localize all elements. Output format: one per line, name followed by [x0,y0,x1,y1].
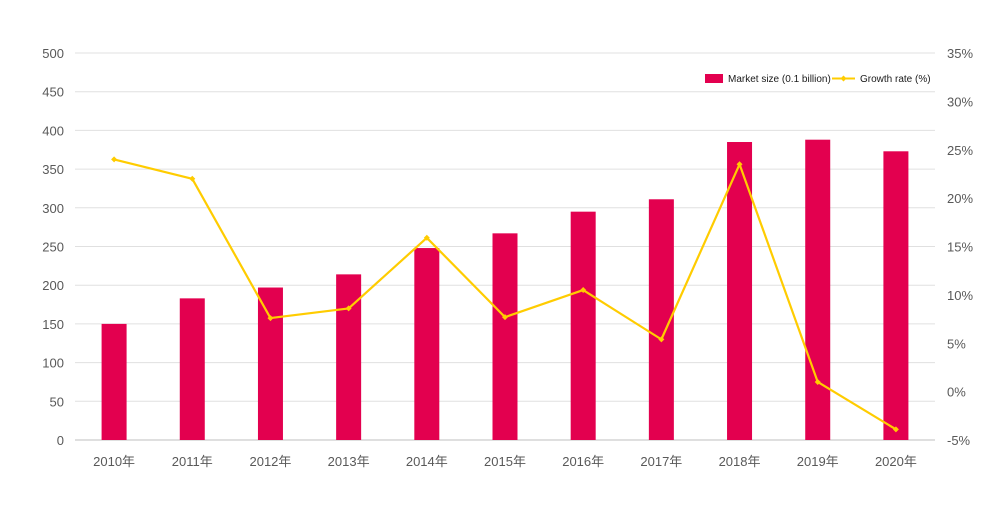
growth-point [111,156,118,163]
left-axis-tick-label: 400 [42,123,64,138]
right-axis-tick-label: 5% [947,336,966,351]
left-axis-tick-label: 350 [42,162,64,177]
right-axis-tick-label: 10% [947,288,973,303]
left-axis-tick-label: 300 [42,201,64,216]
bar [257,287,283,440]
legend-swatch-market-size [705,74,723,83]
bar [883,151,909,440]
right-axis-tick-label: 35% [947,46,973,61]
growth-point [814,378,821,385]
x-axis-tick-label: 2015年 [484,454,526,469]
right-axis-tick-label: -5% [947,433,971,448]
growth-point [658,336,665,343]
growth-point [892,426,899,433]
left-axis-tick-label: 0 [57,433,64,448]
left-axis: 0 50 100 150 200 250 300 350 400 450 500 [42,46,64,448]
x-axis-tick-label: 2016年 [562,454,604,469]
growth-line-series [111,156,899,433]
x-axis-tick-label: 2018年 [719,454,761,469]
bar [727,142,753,440]
legend-label-growth-rate: Growth rate (%) [860,74,931,85]
growth-point [345,305,352,312]
left-axis-tick-label: 100 [42,356,64,371]
bar [570,211,596,440]
growth-point [189,175,196,182]
left-axis-tick-label: 500 [42,46,64,61]
x-axis-tick-label: 2020年 [875,454,917,469]
x-axis-tick-label: 2011年 [172,454,213,469]
left-axis-tick-label: 150 [42,317,64,332]
growth-point [267,315,274,322]
growth-point [502,314,508,321]
x-axis: 2010年 2011年 2012年 2013年 2014年 2015年 2016年 2017年… [93,454,917,469]
growth-point [736,161,743,168]
bars-series [101,139,909,441]
left-axis-tick-label: 450 [42,85,64,100]
x-axis-tick-label: 2014年 [406,454,448,469]
left-axis-tick-label: 200 [42,278,64,293]
right-axis-tick-label: 20% [947,191,973,206]
left-axis-tick-label: 250 [42,240,64,255]
x-axis-tick-label: 2013年 [328,454,370,469]
right-axis: -5% 0% 5% 10% 15% 20% 25% 30% 35% [947,46,973,448]
bar [414,248,440,440]
legend: Market size (0.1 billion) Growth rate (%… [705,74,931,85]
x-axis-tick-label: 2017年 [640,454,682,469]
legend-label-market-size: Market size (0.1 billion) [728,74,831,85]
right-axis-tick-label: 25% [947,143,973,158]
right-axis-tick-label: 30% [947,94,973,109]
bar [492,233,518,440]
bar [805,139,831,441]
bar [179,298,205,440]
right-axis-tick-label: 15% [947,240,973,255]
x-axis-tick-label: 2019年 [797,454,839,469]
bar [101,323,127,440]
right-axis-tick-label: 0% [947,385,966,400]
legend-marker-growth-rate [840,75,847,82]
growth-point [423,234,430,241]
left-axis-tick-label: 50 [50,394,64,409]
x-axis-tick-label: 2010年 [93,454,135,469]
growth-point [580,287,587,294]
x-axis-tick-label: 2012年 [249,454,291,469]
